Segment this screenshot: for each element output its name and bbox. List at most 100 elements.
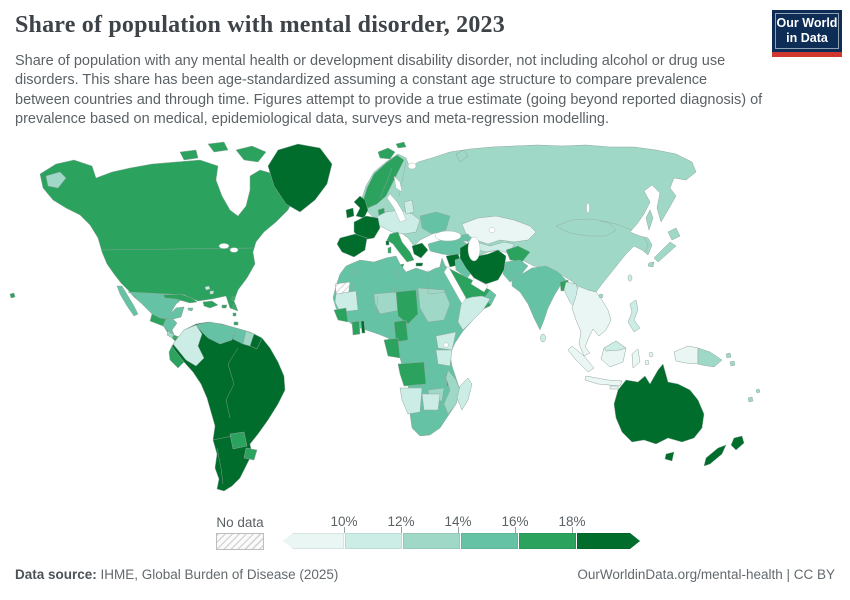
- country-paraguay[interactable]: [229, 431, 248, 450]
- country-papua-new-guinea[interactable]: [697, 347, 736, 368]
- country-sri-lanka[interactable]: [540, 333, 546, 343]
- country-cuba[interactable]: [162, 293, 198, 304]
- country-venezuela[interactable]: [195, 321, 237, 345]
- border-line: [643, 237, 649, 253]
- no-data-label: No data: [216, 515, 264, 530]
- country-somalia[interactable]: [457, 295, 491, 331]
- black-sea: [434, 230, 462, 242]
- legend-bin-under-10[interactable]: [283, 533, 344, 549]
- no-data-swatch[interactable]: [216, 533, 264, 550]
- legend-tick-label: 18%: [558, 514, 586, 529]
- country-uruguay[interactable]: [243, 447, 258, 461]
- country-greenland[interactable]: [267, 143, 333, 213]
- legend-bin-over-18[interactable]: [576, 533, 640, 549]
- country-chad[interactable]: [395, 289, 419, 325]
- logo-keyline: [775, 13, 839, 49]
- country-mauritania[interactable]: [334, 290, 359, 313]
- country-ghana[interactable]: [351, 320, 361, 336]
- logo-text-line1: Our World: [776, 16, 838, 31]
- country-baltics[interactable]: [403, 199, 415, 215]
- country-ukraine[interactable]: [419, 211, 451, 235]
- data-source-label: Data source:: [15, 567, 97, 582]
- country-honduras-nicaragua[interactable]: [162, 318, 178, 336]
- country-indonesia-java[interactable]: [584, 375, 623, 387]
- country-greece[interactable]: [411, 242, 429, 267]
- country-indonesia-papua[interactable]: [673, 345, 699, 365]
- legend-tick: [401, 527, 402, 533]
- border-line: [555, 218, 617, 237]
- country-sudan[interactable]: [417, 287, 451, 323]
- border-line: [379, 161, 407, 199]
- country-angola[interactable]: [397, 361, 427, 387]
- footer-link[interactable]: OurWorldinData.org/mental-health | CC BY: [577, 567, 835, 582]
- country-indonesia-sulawesi[interactable]: [631, 348, 641, 369]
- country-niger[interactable]: [373, 291, 401, 315]
- legend-tick: [572, 527, 573, 533]
- country-gabon-congo[interactable]: [383, 337, 401, 359]
- country-new-zealand[interactable]: [703, 435, 745, 467]
- chart-subtitle: Share of population with any mental heal…: [15, 53, 763, 128]
- country-canada-ellesmere[interactable]: [207, 141, 229, 153]
- country-indonesia-sumatra[interactable]: [567, 345, 595, 373]
- country-russia-chukotka[interactable]: [45, 171, 67, 189]
- country-ireland[interactable]: [345, 207, 355, 219]
- region-central-europe[interactable]: [373, 209, 421, 235]
- country-french-guiana[interactable]: [249, 333, 263, 350]
- legend-bin-14-16[interactable]: [460, 533, 518, 549]
- country-fiji[interactable]: [747, 388, 761, 403]
- country-uk[interactable]: [353, 195, 369, 219]
- country-russia-sakhalin[interactable]: [645, 209, 654, 231]
- country-novaya-zemlya[interactable]: [455, 149, 469, 163]
- country-france[interactable]: [353, 215, 381, 241]
- country-india[interactable]: [511, 265, 567, 331]
- legend-bin-16-18[interactable]: [518, 533, 576, 549]
- legend-tick: [458, 527, 459, 533]
- legend-bin-10-12[interactable]: [344, 533, 402, 549]
- country-iberia[interactable]: [336, 233, 368, 258]
- country-ecuador[interactable]: [168, 345, 185, 369]
- legend-tick-label: 16%: [501, 514, 529, 529]
- country-madagascar[interactable]: [456, 377, 473, 411]
- country-taiwan[interactable]: [627, 274, 633, 282]
- country-japan[interactable]: [647, 227, 681, 268]
- country-puerto-rico[interactable]: [221, 304, 228, 309]
- border-line: [599, 220, 633, 231]
- country-guinea[interactable]: [333, 307, 349, 323]
- country-bahamas[interactable]: [204, 285, 215, 295]
- country-namibia[interactable]: [399, 387, 423, 415]
- country-norway-sweden[interactable]: [361, 154, 405, 209]
- country-malaysia-borneo[interactable]: [603, 340, 627, 352]
- world-map: [0, 138, 850, 510]
- country-lesser-antilles[interactable]: [231, 296, 239, 326]
- country-botswana[interactable]: [421, 393, 441, 411]
- country-mozambique[interactable]: [443, 369, 461, 415]
- data-source-text: IHME, Global Burden of Disease (2025): [96, 567, 339, 582]
- country-jamaica[interactable]: [187, 307, 194, 312]
- legend-tick-label: 10%: [330, 514, 358, 529]
- country-togo[interactable]: [360, 320, 366, 334]
- country-cameroon[interactable]: [393, 319, 409, 343]
- country-iceland[interactable]: [377, 147, 396, 160]
- country-australia-tasmania[interactable]: [664, 451, 675, 462]
- country-china-hainan[interactable]: [598, 293, 604, 299]
- great-lakes: [229, 247, 239, 253]
- country-oman[interactable]: [483, 289, 497, 306]
- owid-logo[interactable]: Our World in Data: [772, 10, 842, 57]
- legend-bin-12-14[interactable]: [402, 533, 460, 549]
- country-australia[interactable]: [613, 363, 705, 445]
- country-canada-victoria[interactable]: [179, 149, 199, 161]
- country-afghanistan[interactable]: [505, 245, 531, 263]
- country-hispaniola[interactable]: [202, 300, 219, 309]
- region-se-asia[interactable]: [571, 285, 612, 357]
- country-colombia[interactable]: [172, 324, 205, 367]
- border-line: [225, 347, 239, 419]
- country-samoa[interactable]: [9, 292, 16, 299]
- country-philippines[interactable]: [627, 299, 641, 333]
- country-canada-usa[interactable]: [39, 159, 296, 343]
- lake-victoria: [443, 342, 449, 348]
- country-tanzania[interactable]: [435, 349, 453, 367]
- country-mexico-baja[interactable]: [116, 285, 139, 317]
- country-indonesia-moluccas[interactable]: [644, 351, 654, 366]
- country-svalbard[interactable]: [395, 141, 407, 149]
- country-canada-baffin[interactable]: [235, 145, 267, 163]
